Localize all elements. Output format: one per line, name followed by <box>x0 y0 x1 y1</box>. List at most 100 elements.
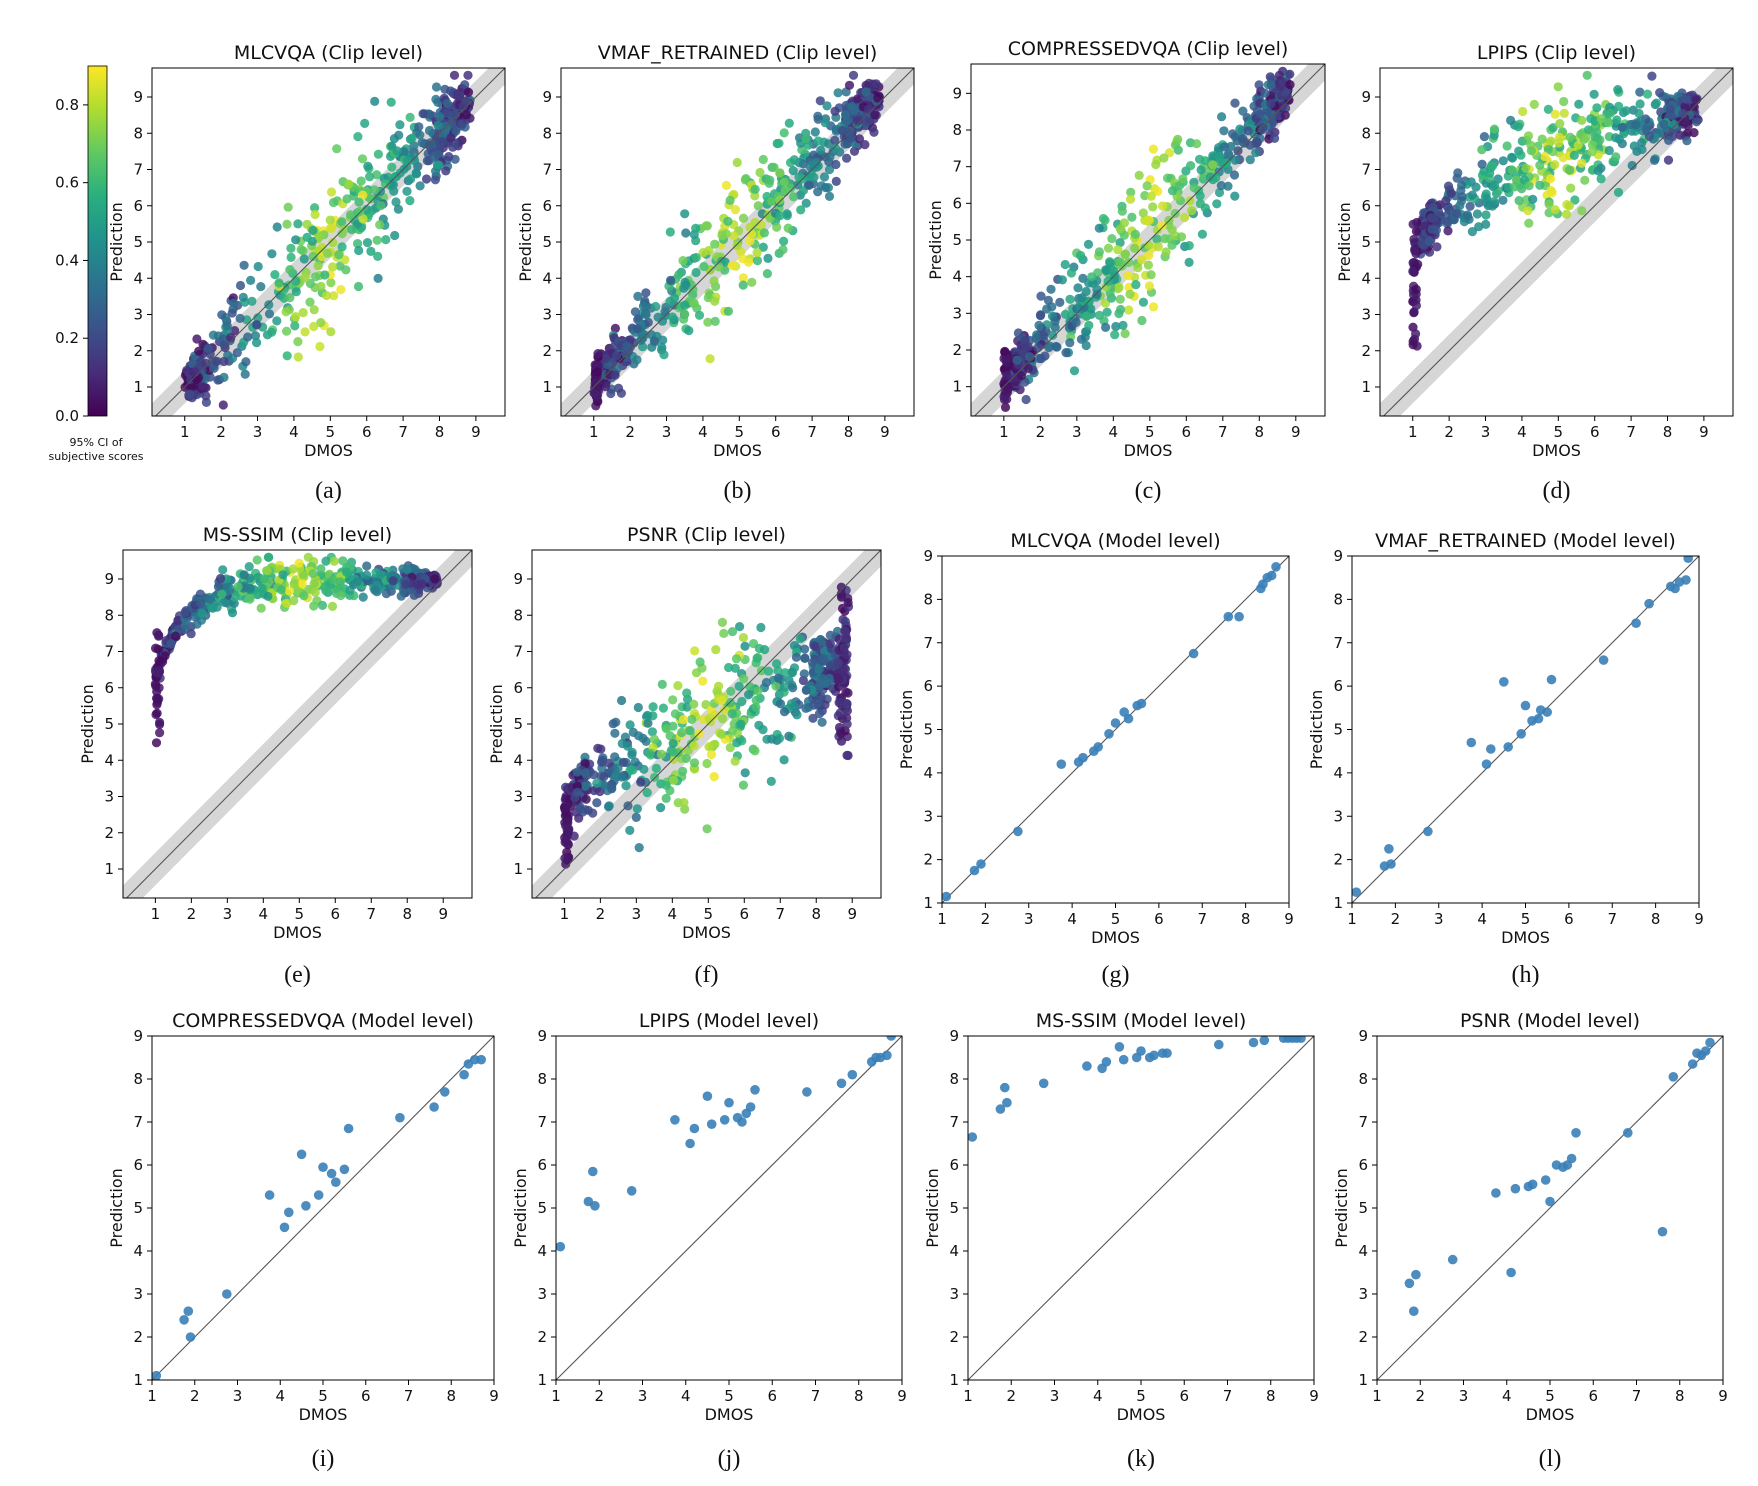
data-point <box>1230 191 1240 201</box>
data-point <box>1509 182 1520 192</box>
data-point <box>1110 718 1121 728</box>
y-tick-label: 2 <box>542 342 552 360</box>
data-point <box>166 639 176 649</box>
y-tick-label: 2 <box>513 824 523 842</box>
data-point <box>1234 611 1244 622</box>
y-tick-label: 5 <box>133 1199 143 1217</box>
data-point <box>1102 307 1112 317</box>
data-point <box>217 310 227 320</box>
data-point <box>1143 260 1153 270</box>
x-tick-label: 3 <box>1459 1387 1469 1405</box>
data-point <box>597 755 608 765</box>
y-tick-label: 9 <box>949 1027 959 1045</box>
data-point <box>1593 166 1603 176</box>
data-point <box>1125 194 1136 204</box>
y-tick-label: 3 <box>133 306 143 324</box>
data-point <box>227 608 238 618</box>
data-point <box>1477 159 1487 169</box>
data-point <box>1120 249 1131 259</box>
data-point <box>300 327 310 337</box>
data-point <box>1051 341 1061 352</box>
data-point <box>1502 141 1512 151</box>
data-point <box>681 753 691 764</box>
data-point <box>835 697 846 707</box>
data-point <box>1013 328 1024 338</box>
data-point <box>1574 99 1584 109</box>
data-point <box>612 351 622 361</box>
data-point <box>719 628 729 639</box>
data-point <box>1637 138 1647 148</box>
x-tick-label: 2 <box>596 905 606 923</box>
data-point <box>1157 221 1167 231</box>
data-point <box>1678 108 1688 119</box>
plot-area-h <box>1352 556 1699 903</box>
data-point <box>758 154 768 165</box>
data-point <box>1180 212 1190 223</box>
data-point <box>1384 844 1394 854</box>
data-point <box>601 353 611 364</box>
data-point <box>1034 320 1044 330</box>
data-point <box>381 589 391 599</box>
data-point <box>407 133 417 143</box>
y-tick-label: 2 <box>952 341 962 359</box>
data-point <box>1076 334 1086 344</box>
data-point <box>679 283 689 293</box>
data-point <box>327 601 338 612</box>
panel-c: 1 2 3 4 5 6 7 8 9 1 2 3 4 5 6 7 8 9 COMPRESSEDVQA (Clip le… <box>926 38 1326 504</box>
colorbar-tick-label: 0.0 <box>55 407 79 425</box>
y-tick-label: 9 <box>537 1027 547 1045</box>
data-point <box>752 248 762 258</box>
data-point <box>310 209 320 220</box>
data-point <box>1200 203 1210 213</box>
y-tick-label: 9 <box>923 547 933 565</box>
data-point <box>1490 180 1500 190</box>
data-point <box>1613 85 1623 95</box>
data-point <box>665 227 675 237</box>
data-point <box>1432 242 1442 252</box>
data-point <box>405 112 415 122</box>
data-point <box>421 174 432 184</box>
data-point <box>1152 234 1162 244</box>
data-point <box>1115 238 1125 248</box>
data-point <box>433 120 443 130</box>
y-axis-label: Prediction <box>926 200 945 279</box>
data-point <box>1119 230 1129 240</box>
data-point <box>779 236 789 246</box>
data-point <box>328 197 339 208</box>
data-point <box>717 617 728 628</box>
data-point <box>670 1115 680 1125</box>
x-tick-label: 1 <box>147 1387 157 1405</box>
data-point <box>1409 308 1419 318</box>
data-point <box>731 654 742 664</box>
panel-caption: (g) <box>1102 962 1130 988</box>
data-point <box>1443 181 1454 191</box>
data-point <box>376 201 386 211</box>
x-tick-label: 7 <box>807 423 817 441</box>
data-point <box>418 109 428 119</box>
data-point <box>773 673 784 683</box>
data-point <box>1623 1128 1633 1138</box>
identity-line <box>534 550 881 898</box>
x-tick-label: 4 <box>275 1387 285 1405</box>
data-point <box>1479 132 1489 142</box>
x-tick-label: 5 <box>295 905 305 923</box>
data-point <box>335 577 345 587</box>
data-point <box>1055 297 1065 307</box>
data-point <box>1683 121 1693 131</box>
data-point <box>814 709 825 719</box>
data-point <box>779 755 789 765</box>
data-point <box>344 179 354 189</box>
data-point <box>263 591 273 601</box>
data-point <box>800 644 810 654</box>
data-point <box>680 300 690 310</box>
data-point <box>441 166 451 176</box>
data-point <box>298 571 309 581</box>
data-point <box>1107 234 1117 244</box>
data-point <box>219 372 229 382</box>
y-tick-label: 4 <box>1361 269 1371 287</box>
panel-caption: (j) <box>718 1446 741 1472</box>
data-point <box>886 1036 896 1041</box>
data-point <box>1453 168 1463 178</box>
data-point <box>1144 250 1154 261</box>
